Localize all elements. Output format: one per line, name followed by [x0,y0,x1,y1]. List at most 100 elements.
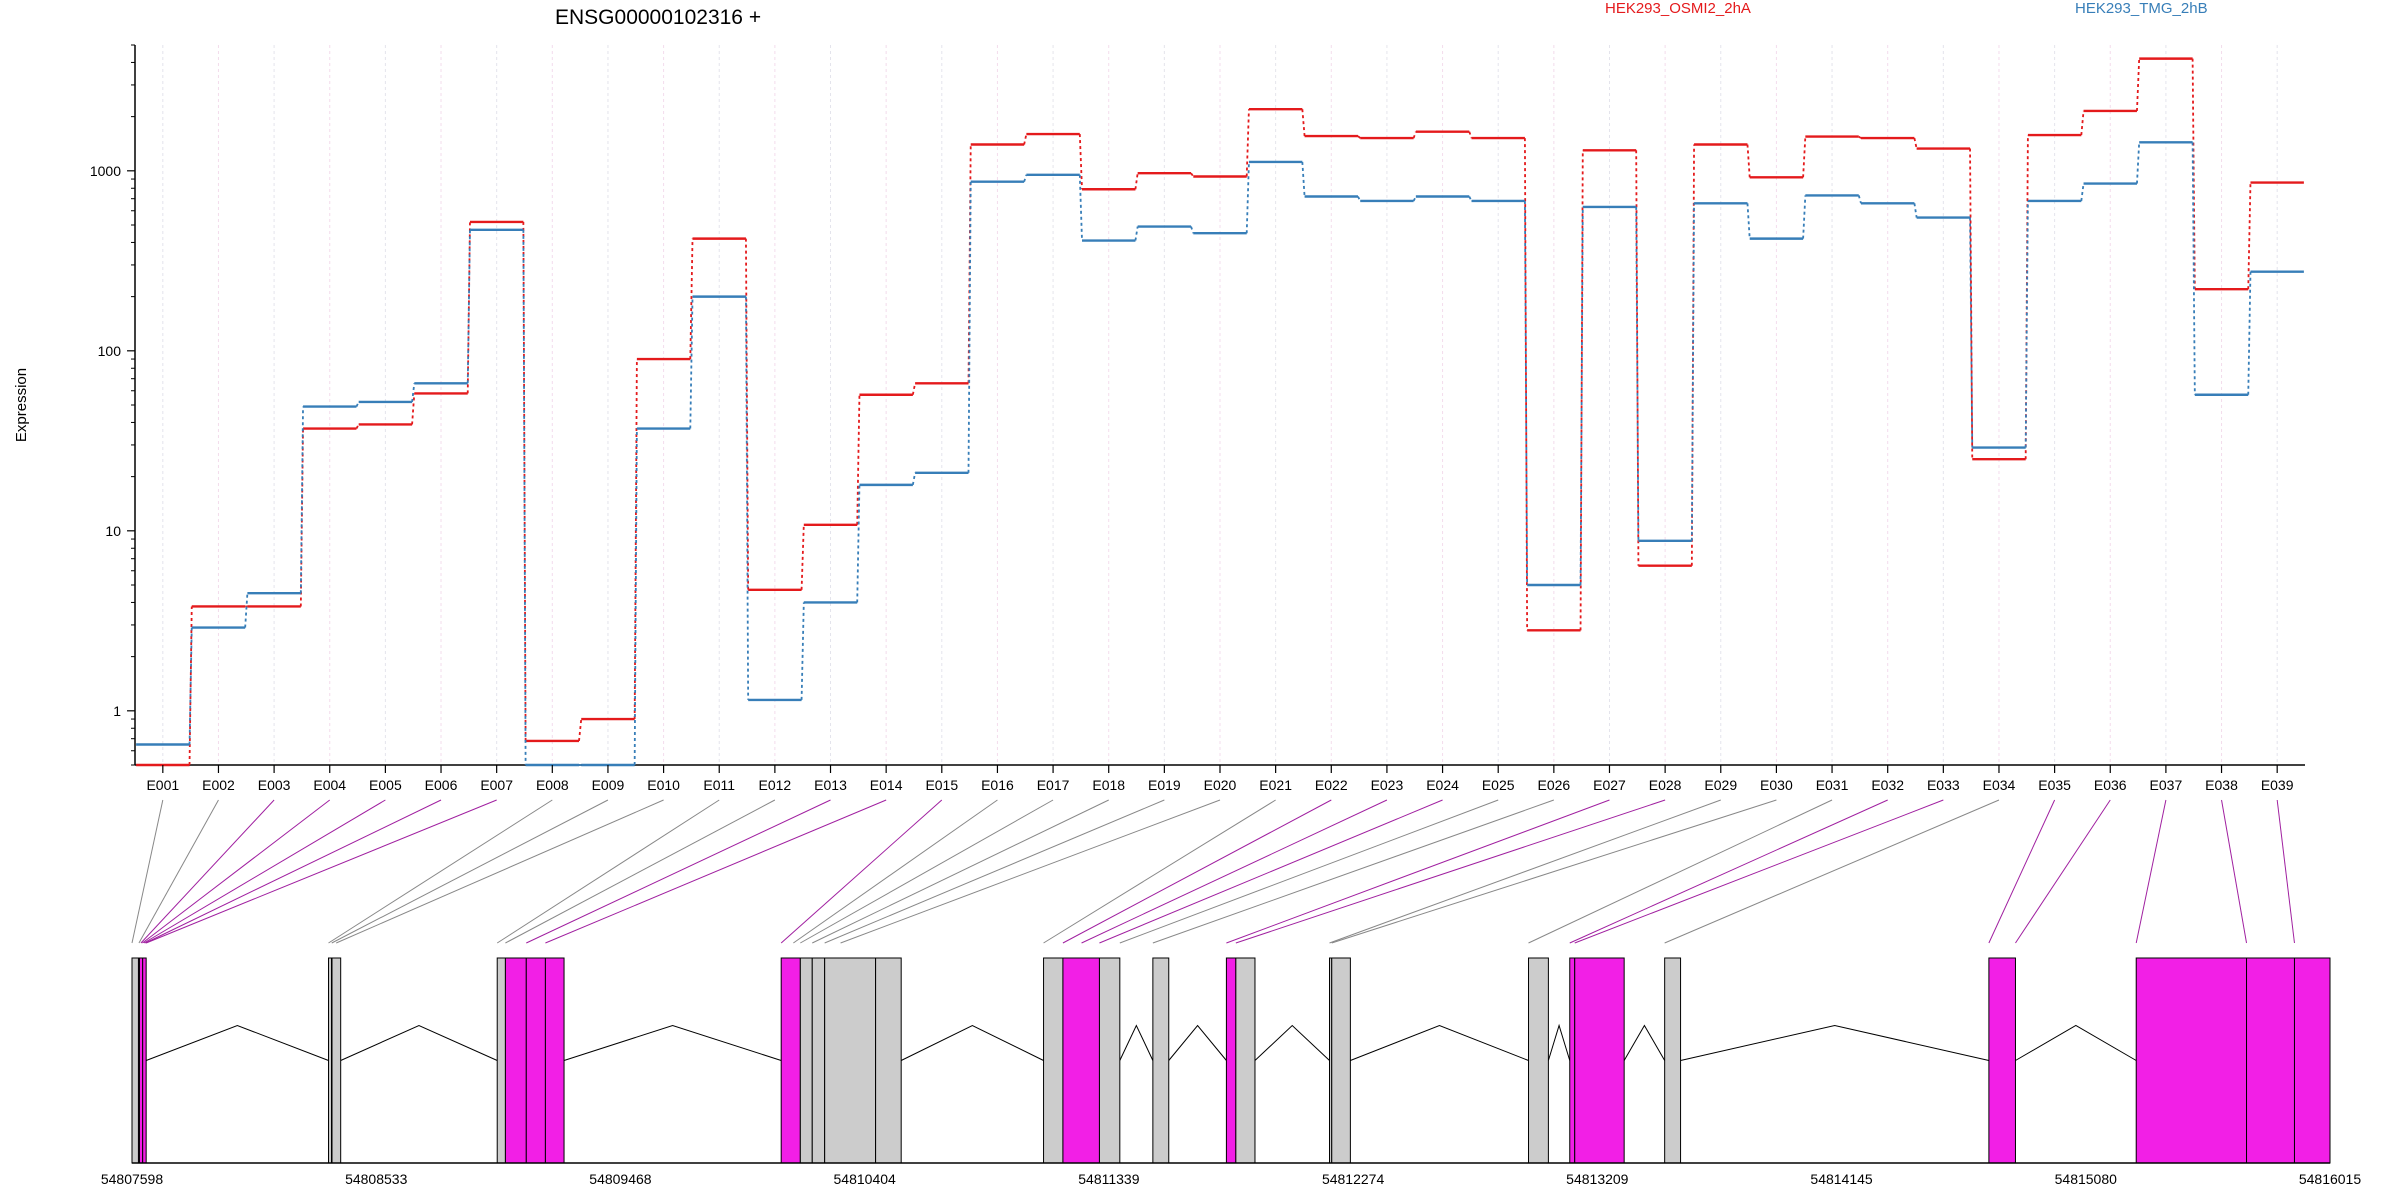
x-tick-label: E016 [981,777,1014,793]
intron [1623,1024,1666,1061]
series-transition [2080,110,2085,136]
x-tick-label: E018 [1092,777,1125,793]
intron [340,1024,498,1061]
series-transition [1078,174,1083,241]
series-transition [911,472,916,486]
exon-box [1528,957,1549,1164]
x-tick-label: E036 [2094,777,2127,793]
exon-connector [526,799,831,944]
series-transition [188,606,193,766]
series-transition [1134,226,1139,241]
exon-box [780,957,801,1164]
series-transition [1969,148,1974,460]
exon-connector [800,799,1054,944]
x-tick-label: E014 [870,777,903,793]
series-transition [745,296,750,700]
intron [2015,1024,2137,1061]
x-tick-label: E002 [202,777,235,793]
x-tick-label: E024 [1426,777,1459,793]
exon-connector [2276,799,2295,944]
y-tick-label: 1000 [90,163,121,179]
x-tick-label: E005 [369,777,402,793]
series-transition [856,484,861,603]
exon-box [2135,957,2248,1164]
exon-box [142,957,147,1164]
vertical-gridlines [162,45,2278,765]
series-transition [967,144,972,384]
exon-box [496,957,506,1164]
series-transition [1746,203,1751,239]
legend-entry-tmg: HEK293_TMG_2hB [2075,0,2208,17]
x-tick-label: E007 [480,777,513,793]
exon-box [331,957,342,1164]
x-tick-label: E015 [925,777,958,793]
series-transition [1858,135,1862,139]
series-transition [1412,131,1417,139]
coordinate-label: 54812274 [1322,1171,1385,1187]
series-transition [1412,196,1417,202]
exon-connector [1528,799,1833,944]
series-transition [800,602,805,700]
exon-connector [2221,799,2248,944]
y-tick-label: 100 [98,343,122,359]
intron [563,1024,782,1061]
series-transition [1134,173,1139,190]
exon-connector [1062,799,1332,944]
exon-connector [131,799,164,944]
series-transition [1023,133,1028,145]
exon-box [799,957,813,1164]
x-tick-label: E012 [759,777,792,793]
series-transition [911,383,916,395]
exon-tick-labels: E001 E002 E003 E004 E005 E006 E007 E008 E009 E010… [146,765,2294,793]
intron [1254,1024,1330,1061]
series-transition [1635,206,1640,541]
series-lines [136,57,2304,767]
coordinate-label: 54816015 [2299,1171,2362,1187]
intron [1680,1024,1989,1061]
series-transition [188,627,193,745]
exon-box [1152,957,1170,1164]
exon-connector [328,799,553,944]
exon-connector [780,799,943,944]
exon-connector [145,799,442,944]
x-tick-label: E008 [536,777,569,793]
series-transition [1524,138,1529,631]
exon-box [1098,957,1121,1164]
series-transition [1690,203,1695,541]
series-transition [1245,161,1250,234]
series-transition [2191,142,2196,395]
x-tick-label: E003 [258,777,291,793]
x-tick-label: E021 [1259,777,1292,793]
series-transition [1857,195,1862,204]
exon-connector [840,799,1221,944]
series-transition [2024,200,2029,448]
exon-connectors [131,799,2295,944]
exon-box [1331,957,1351,1164]
chart-title: ENSG00000102316 + [555,6,761,29]
series-transition [1913,137,1918,149]
y-axis-label: Expression [13,368,30,442]
exon-box [2293,957,2331,1164]
intron [145,1024,329,1061]
exon-box [875,957,902,1164]
series-transition [2247,271,2252,395]
exon-box [2246,957,2295,1164]
series-transition [1969,217,1974,448]
y-tick-label: 1 [113,703,121,719]
legend-entry-osmi2: HEK293_OSMI2_2hA [1605,0,1751,17]
series-transition [1301,109,1306,137]
series-transition [1468,131,1473,139]
series-transition [411,393,416,425]
series-transition [2136,58,2141,112]
x-tick-label: E038 [2205,777,2238,793]
exon-connector [505,799,776,944]
series-transition [1468,196,1473,202]
exon-box [1569,957,1576,1164]
exon-connector [1329,799,1721,944]
x-tick-label: E026 [1537,777,1570,793]
exon-connector [336,799,664,944]
coordinate-label: 54811339 [1078,1171,1139,1187]
series-transition [299,406,304,594]
exon-box [1043,957,1064,1164]
exon-connector [1235,799,1666,944]
